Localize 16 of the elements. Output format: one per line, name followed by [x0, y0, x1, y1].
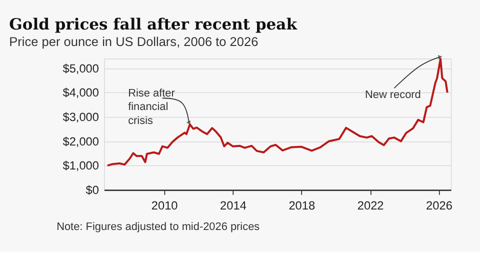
- annotation: Rise after financial crisis: [128, 87, 176, 127]
- y-tick-label: $3,000: [62, 110, 100, 124]
- x-tick-label: 2026: [426, 198, 453, 212]
- y-tick-label: $1,000: [62, 158, 100, 173]
- x-tick-label: 2014: [220, 198, 247, 212]
- annotation: New record: [364, 88, 421, 101]
- x-tick-label: 2010: [151, 198, 178, 212]
- text: Note: Figures adjusted to mid-2026 prices: [56, 221, 260, 234]
- chart-title: Gold prices fall after recent peak: [9, 14, 298, 34]
- y-tick-label: $2,000: [62, 134, 100, 148]
- chart-subtitle: Price per ounce in US Dollars, 2006 to 2026: [9, 34, 258, 49]
- y-tick-label: $5,000: [62, 61, 100, 76]
- x-tick-label: 2022: [357, 198, 384, 212]
- x-tick-label: 2018: [288, 198, 316, 212]
- y-tick-label: $4,000: [62, 86, 100, 100]
- y-tick-label: $0: [86, 182, 100, 197]
